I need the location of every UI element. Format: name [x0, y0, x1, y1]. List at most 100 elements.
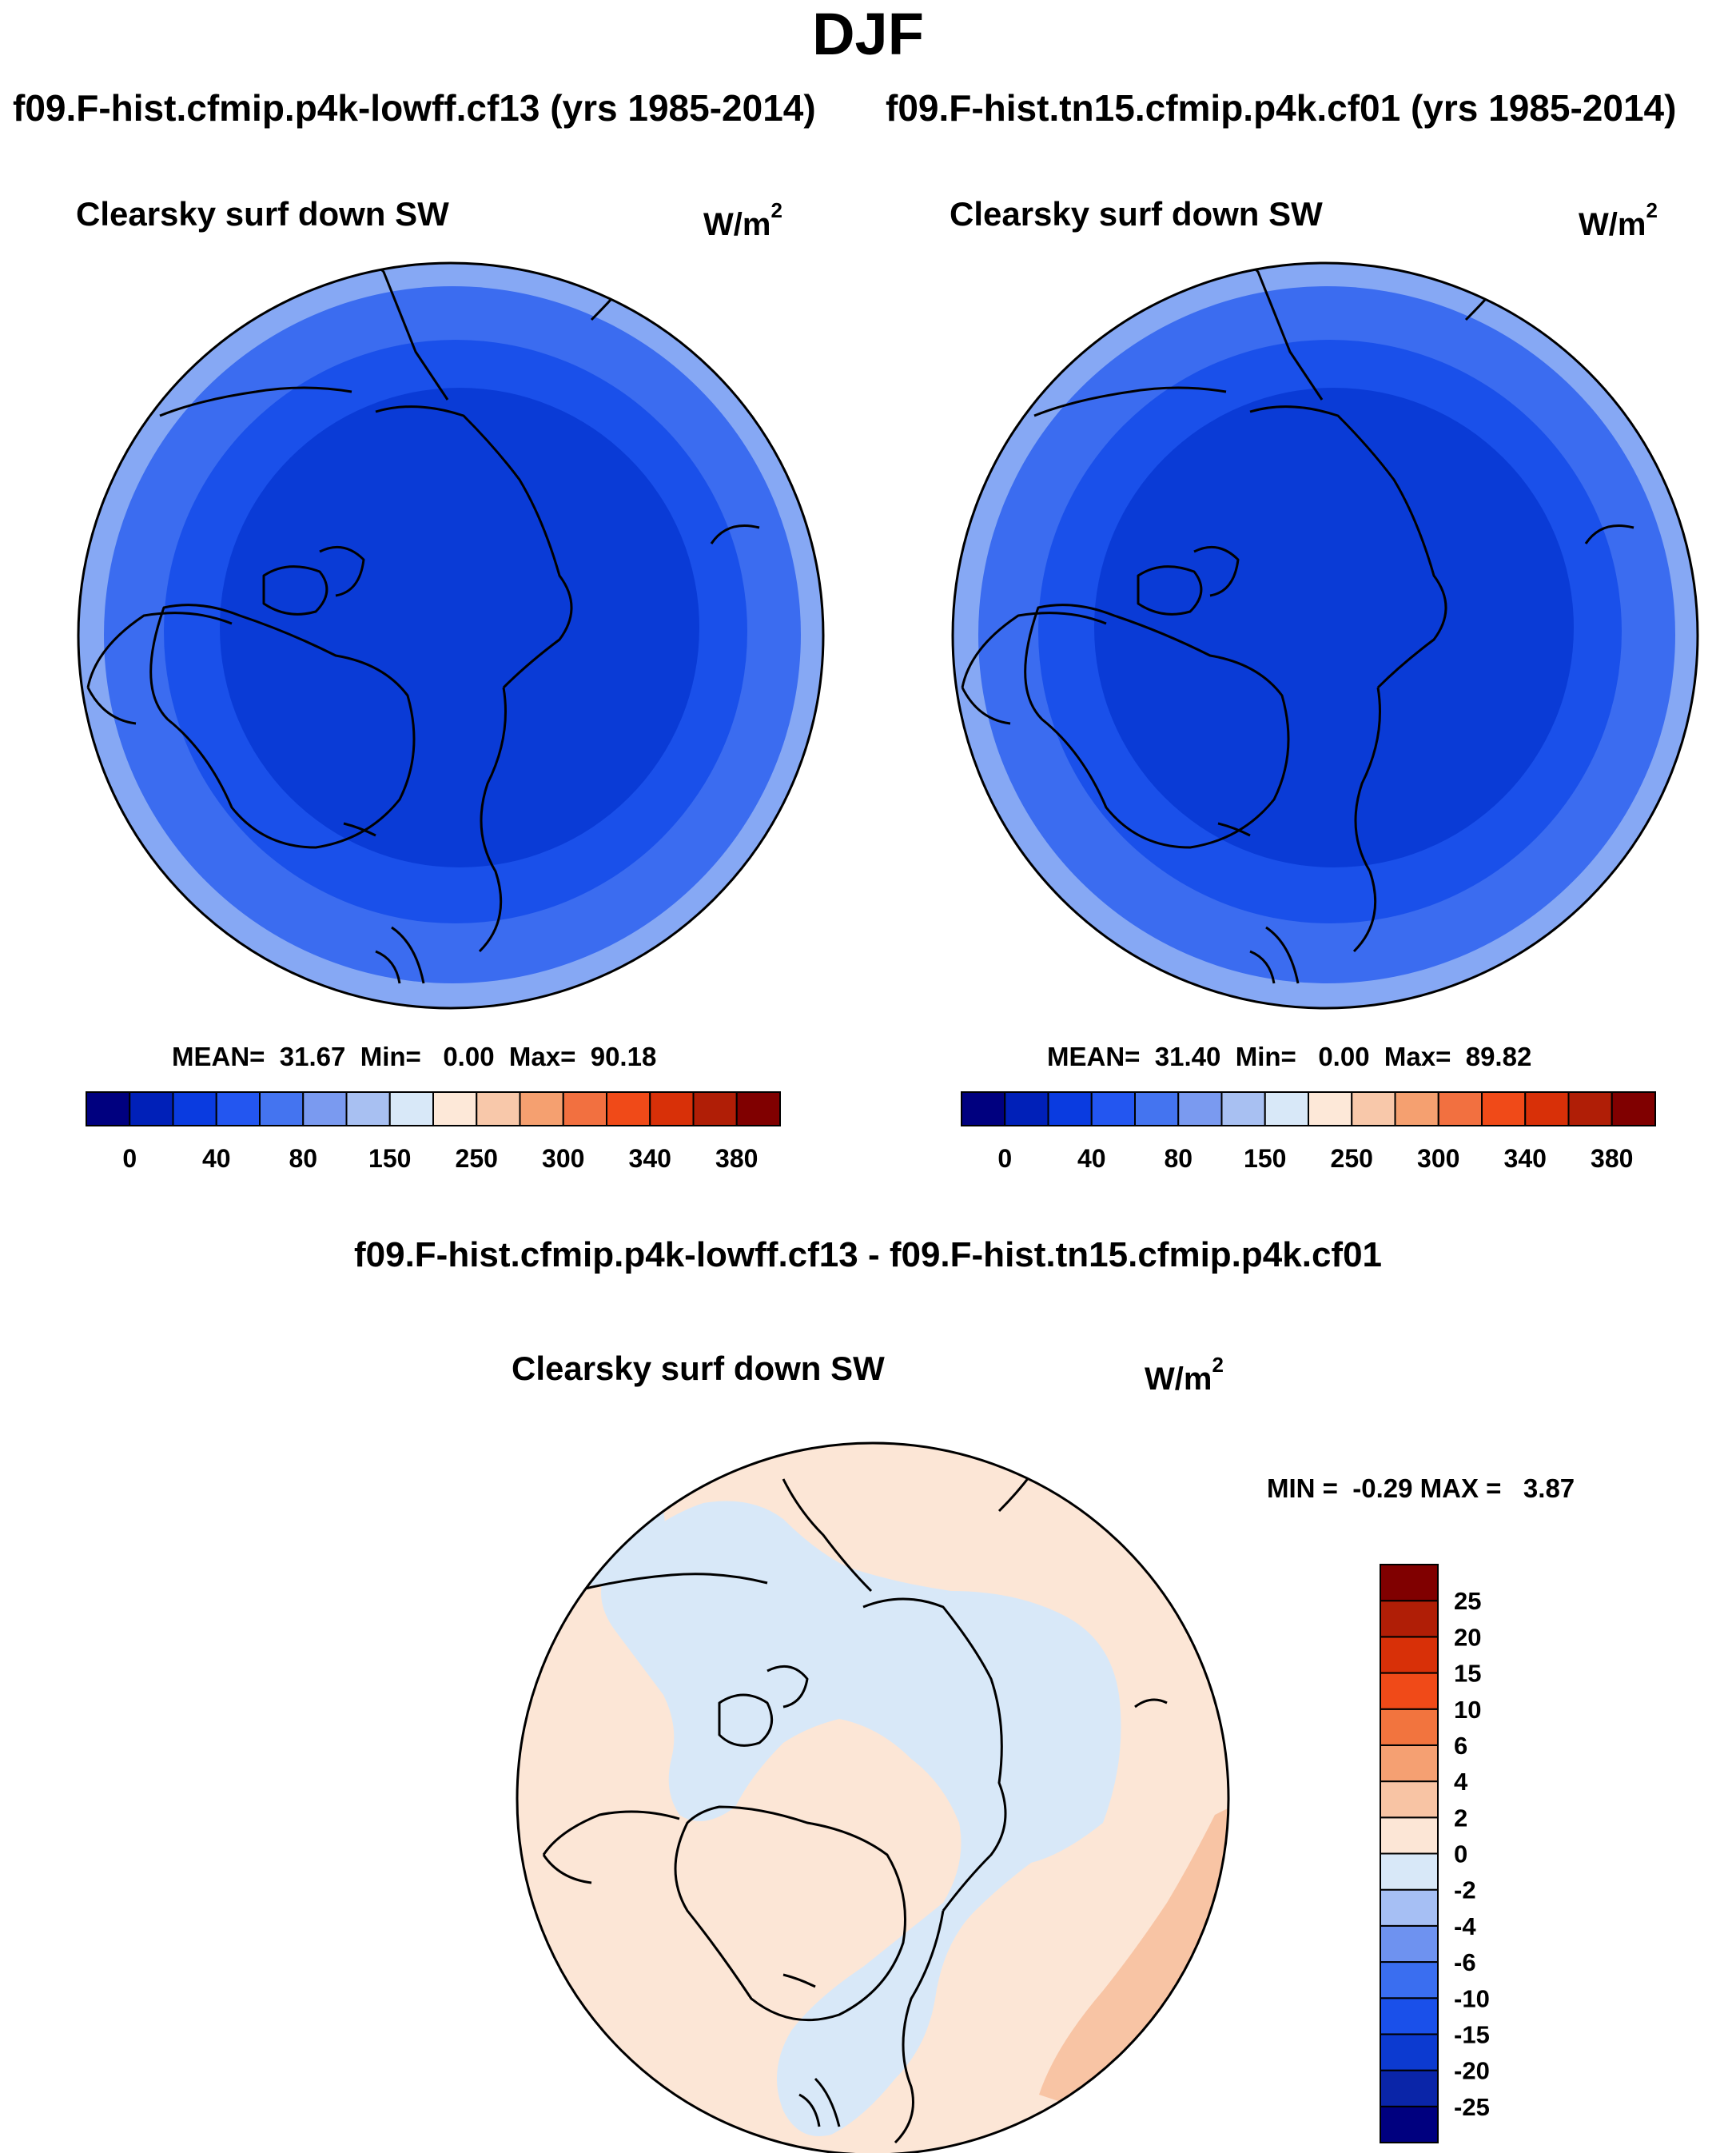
- colorbar-swatch: [1177, 1091, 1223, 1126]
- colorbar-swatch: [1380, 1997, 1439, 2035]
- colorbar-tick-label: -25: [1454, 2093, 1490, 2121]
- colorbar-swatch: [388, 1091, 434, 1126]
- colorbar-swatch: [1380, 1780, 1439, 1819]
- colorbar-tick-label: 250: [456, 1144, 498, 1173]
- colorbar-swatch: [172, 1091, 217, 1126]
- left-colorbar: [86, 1091, 781, 1126]
- right-map-core: [1094, 388, 1574, 867]
- right-variable-label: Clearsky surf down SW: [950, 195, 1323, 233]
- colorbar-swatch: [692, 1091, 738, 1126]
- colorbar-swatch: [1380, 1852, 1439, 1891]
- colorbar-swatch: [1004, 1091, 1049, 1126]
- colorbar-swatch: [1380, 1636, 1439, 1674]
- colorbar-swatch: [215, 1091, 261, 1126]
- colorbar-tick-label: 20: [1454, 1623, 1481, 1651]
- colorbar-swatch: [1524, 1091, 1570, 1126]
- diff-units-label: W/m2: [1145, 1353, 1224, 1397]
- colorbar-swatch: [432, 1091, 478, 1126]
- colorbar-swatch: [1380, 1816, 1439, 1855]
- colorbar-swatch: [1611, 1091, 1656, 1126]
- colorbar-swatch: [1380, 2033, 1439, 2071]
- colorbar-swatch: [1394, 1091, 1439, 1126]
- colorbar-tick-label: 300: [1417, 1144, 1459, 1173]
- colorbar-tick-label: 340: [629, 1144, 671, 1173]
- left-units-label: W/m2: [703, 198, 782, 242]
- colorbar-tick-label: -2: [1454, 1876, 1476, 1904]
- colorbar-tick-label: 150: [1244, 1144, 1286, 1173]
- colorbar-tick-label: 150: [368, 1144, 411, 1173]
- colorbar-tick-label: 380: [715, 1144, 758, 1173]
- colorbar-swatch: [1047, 1091, 1093, 1126]
- left-stats: MEAN= 31.67 Min= 0.00 Max= 90.18: [172, 1042, 657, 1071]
- colorbar-swatch: [562, 1091, 607, 1126]
- colorbar-tick-label: -10: [1454, 1984, 1490, 2012]
- colorbar-tick-label: 80: [1164, 1144, 1193, 1173]
- colorbar-swatch: [1264, 1091, 1309, 1126]
- colorbar-tick-label: 300: [542, 1144, 584, 1173]
- left-case-label: f09.F-hist.cfmip.p4k-lowff.cf13 (yrs 198…: [13, 87, 816, 129]
- colorbar-tick-label: -6: [1454, 1948, 1476, 1976]
- colorbar-swatch: [1481, 1091, 1527, 1126]
- colorbar-swatch: [86, 1091, 131, 1126]
- colorbar-swatch: [1380, 1564, 1439, 1602]
- right-colorbar-labels: 0 40 80 150 250 300 340 380: [997, 1144, 1633, 1173]
- colorbar-tick-label: -20: [1454, 2057, 1490, 2085]
- colorbar-swatch: [1090, 1091, 1136, 1126]
- colorbar-swatch: [1134, 1091, 1180, 1126]
- colorbar-tick-label: 0: [997, 1144, 1012, 1173]
- colorbar-swatch: [1437, 1091, 1483, 1126]
- colorbar-tick-label: 6: [1454, 1732, 1467, 1760]
- colorbar-swatch: [1308, 1091, 1353, 1126]
- colorbar-tick-label: 25: [1454, 1587, 1481, 1615]
- colorbar-swatch: [1380, 1888, 1439, 1927]
- colorbar-tick-label: 380: [1591, 1144, 1633, 1173]
- colorbar-swatch: [961, 1091, 1006, 1126]
- colorbar-swatch: [1380, 1961, 1439, 1999]
- colorbar-tick-label: 4: [1454, 1768, 1468, 1796]
- left-coastlines: [86, 263, 760, 984]
- colorbar-swatch: [1220, 1091, 1266, 1126]
- main-title: DJF: [812, 1, 924, 67]
- left-colorbar-labels: 0 40 80 150 250 300 340 380: [122, 1144, 758, 1173]
- colorbar-swatch: [259, 1091, 305, 1126]
- diff-negative-region: [601, 1501, 1121, 2136]
- right-case-label: f09.F-hist.tn15.cfmip.p4k.cf01 (yrs 1985…: [886, 87, 1677, 129]
- diff-coastlines: [542, 1462, 1168, 2144]
- colorbar-swatch: [1380, 1924, 1439, 1964]
- colorbar-swatch: [1380, 2069, 1439, 2107]
- diff-title: f09.F-hist.cfmip.p4k-lowff.cf13 - f09.F-…: [353, 1235, 1383, 1274]
- colorbar-swatch: [1380, 1744, 1439, 1783]
- right-colorbar: [961, 1091, 1656, 1126]
- colorbar-swatch: [1380, 1600, 1439, 1638]
- right-polar-map: [953, 263, 1698, 1008]
- colorbar-tick-label: 0: [122, 1144, 137, 1173]
- diff-minmax: MIN = -0.29 MAX = 3.87: [1267, 1473, 1575, 1503]
- diff-colorbar: [1380, 1564, 1439, 2143]
- colorbar-tick-label: 80: [289, 1144, 317, 1173]
- colorbar-tick-label: 40: [202, 1144, 231, 1173]
- colorbar-tick-label: 15: [1454, 1660, 1481, 1688]
- diff-polar-map: [517, 1443, 1228, 2153]
- colorbar-tick-label: -4: [1454, 1912, 1476, 1940]
- colorbar-swatch: [606, 1091, 651, 1126]
- right-coastlines: [961, 263, 1634, 984]
- colorbar-swatch: [1380, 1708, 1439, 1746]
- right-units-label: W/m2: [1579, 198, 1658, 242]
- left-polar-map: [78, 263, 823, 1008]
- colorbar-swatch: [649, 1091, 695, 1126]
- colorbar-swatch: [129, 1091, 174, 1126]
- colorbar-swatch: [735, 1091, 781, 1126]
- left-map-core: [220, 388, 699, 867]
- colorbar-tick-label: 0: [1454, 1840, 1467, 1868]
- colorbar-swatch: [302, 1091, 348, 1126]
- colorbar-tick-label: 2: [1454, 1804, 1467, 1832]
- colorbar-swatch: [1380, 2105, 1439, 2143]
- colorbar-tick-label: 250: [1331, 1144, 1373, 1173]
- colorbar-tick-label: -15: [1454, 2020, 1490, 2048]
- colorbar-swatch: [1351, 1091, 1396, 1126]
- diff-variable-label: Clearsky surf down SW: [512, 1350, 885, 1387]
- colorbar-swatch: [345, 1091, 391, 1126]
- colorbar-swatch: [476, 1091, 521, 1126]
